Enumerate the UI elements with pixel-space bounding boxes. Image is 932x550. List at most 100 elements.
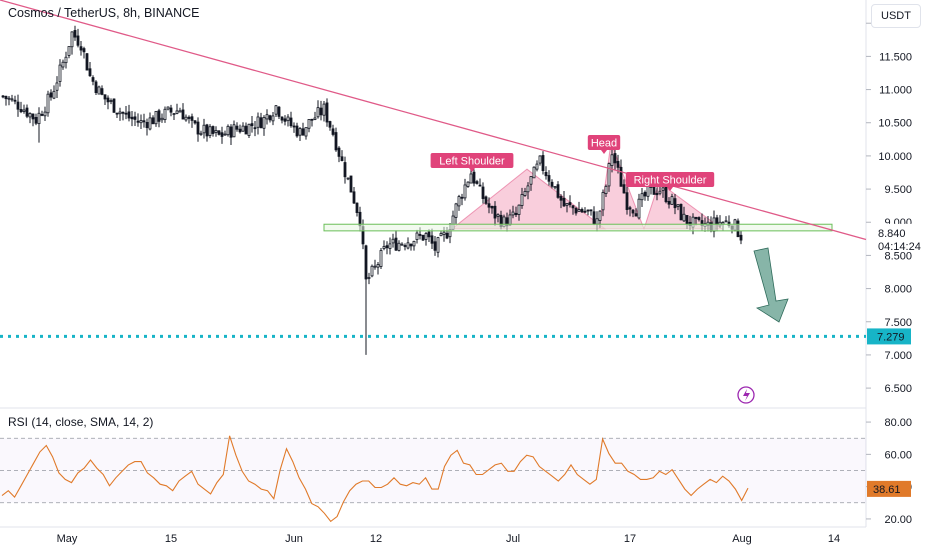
time-tick-label: 12 xyxy=(370,533,382,545)
candle-body xyxy=(535,163,539,170)
candle-body xyxy=(511,211,515,216)
time-axis: May 15 Jun 12 Jul 17 Aug 14 xyxy=(57,533,841,545)
rsi-title: RSI (14, close, SMA, 14, 2) xyxy=(8,415,154,429)
candle-body xyxy=(286,116,290,122)
candle-body xyxy=(52,90,56,99)
candle-body xyxy=(292,125,296,128)
candle-body xyxy=(574,208,578,214)
candle-body xyxy=(421,234,425,241)
candle-body xyxy=(385,245,389,249)
price-tick-label: 7.500 xyxy=(884,317,912,329)
candle-body xyxy=(604,185,608,194)
currency-button[interactable]: USDT xyxy=(871,4,921,28)
candle-body xyxy=(46,93,50,114)
candle-body xyxy=(352,191,356,204)
current-price-box xyxy=(867,223,932,251)
candle-body xyxy=(724,220,728,223)
time-tick-label: 15 xyxy=(165,533,177,545)
rsi-tick-label: 60.00 xyxy=(884,449,912,461)
candle-body xyxy=(439,233,443,237)
candle-body xyxy=(253,127,257,130)
candle-body xyxy=(148,117,152,130)
candle-body xyxy=(73,30,77,38)
candle-body xyxy=(238,128,242,133)
candle-body xyxy=(445,232,449,239)
candle-body xyxy=(118,111,122,115)
candle-body xyxy=(214,130,218,133)
rsi-value-box xyxy=(867,480,911,497)
right-shoulder-label: Right Shoulder xyxy=(634,175,707,187)
candle-body xyxy=(271,115,275,122)
candle-body xyxy=(172,113,176,115)
right-shoulder-label-box xyxy=(625,172,715,187)
candle-body xyxy=(244,125,248,135)
candle-body xyxy=(37,112,41,125)
candle-body xyxy=(157,110,161,122)
rsi-tick-label: 80.00 xyxy=(884,417,912,429)
candle-body xyxy=(526,185,530,193)
candle-body xyxy=(235,125,239,130)
candle-body xyxy=(625,192,629,210)
candle-body xyxy=(328,121,332,128)
candle-body xyxy=(607,163,611,187)
candle-body xyxy=(265,114,269,120)
candle-body xyxy=(310,118,314,121)
candles xyxy=(1,25,743,355)
candle-body xyxy=(493,205,497,219)
candle-body xyxy=(97,86,101,95)
left-shoulder-label-box xyxy=(430,153,514,168)
candle-body xyxy=(229,126,233,138)
candle-body xyxy=(343,162,347,178)
price-tick-label: 8.500 xyxy=(884,250,912,262)
candle-body xyxy=(181,109,185,120)
candle-body xyxy=(136,120,140,123)
candle-body xyxy=(739,234,743,241)
countdown-label: 04:14:24 xyxy=(878,241,921,253)
candle-body xyxy=(436,237,440,253)
candle-body xyxy=(247,123,251,137)
rsi-tick-label: 20.00 xyxy=(884,514,912,526)
candle-body xyxy=(613,153,617,164)
right-shoulder-label-pointer xyxy=(667,187,673,191)
candle-body xyxy=(583,210,587,213)
candle-body xyxy=(160,117,164,121)
candle-body xyxy=(319,107,323,116)
candle-body xyxy=(154,110,158,125)
candle-body xyxy=(109,100,113,102)
candle-body xyxy=(163,108,167,120)
candle-body xyxy=(373,265,377,268)
candle-body xyxy=(187,116,191,119)
candle-body xyxy=(190,116,194,121)
candle-body xyxy=(595,218,599,225)
candle-body xyxy=(337,147,341,157)
candle-body xyxy=(550,181,554,187)
candle-body xyxy=(19,109,23,113)
candle-body xyxy=(232,124,236,138)
candle-body xyxy=(184,116,188,121)
candle-body xyxy=(514,212,518,216)
candle-body xyxy=(55,82,59,91)
candle-body xyxy=(532,166,536,179)
candle-body xyxy=(169,107,173,113)
candle-body xyxy=(22,109,26,112)
candle-body xyxy=(298,128,302,136)
candle-body xyxy=(679,203,683,221)
candle-body xyxy=(295,125,299,137)
candle-body xyxy=(316,107,320,118)
candle-body xyxy=(31,113,35,120)
candle-body xyxy=(670,196,674,205)
candle-body xyxy=(478,184,482,187)
candle-body xyxy=(577,209,581,212)
candle-body xyxy=(313,117,317,120)
candle-body xyxy=(631,209,635,214)
candle-body xyxy=(82,48,86,53)
candle-body xyxy=(571,205,575,209)
candle-body xyxy=(217,130,221,135)
rsi-line xyxy=(1,435,749,523)
candle-body xyxy=(28,113,32,118)
candle-body xyxy=(529,176,533,185)
candle-body xyxy=(400,243,404,246)
